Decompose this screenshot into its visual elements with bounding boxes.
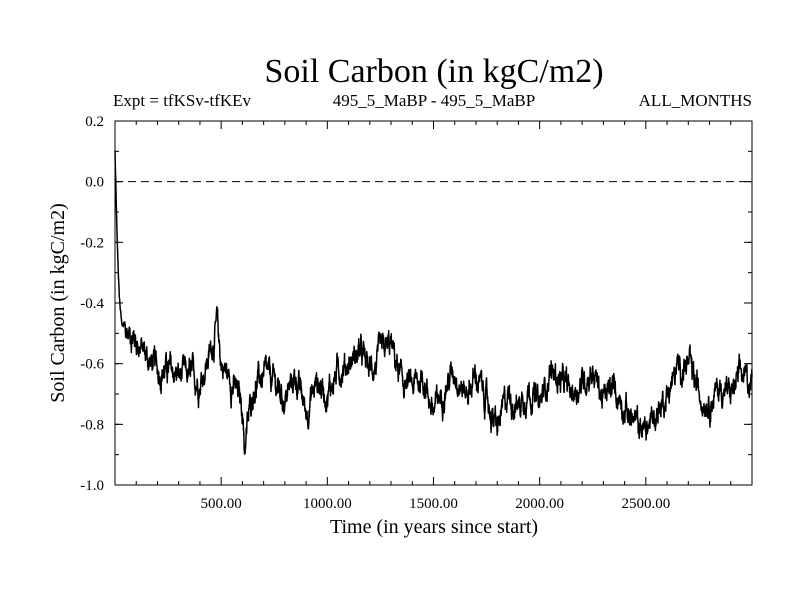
subtitle-months: ALL_MONTHS [639,91,752,110]
chart-title: Soil Carbon (in kgC/m2) [264,53,603,90]
series-line [114,150,753,455]
plot-frame [114,120,753,486]
y-tick-label: -0.6 [80,357,104,373]
x-tick-label: 1500.00 [409,496,458,512]
y-axis-label: Soil Carbon (in kgC/m2) [47,203,69,402]
x-tick-label: 500.00 [201,496,242,512]
x-axis-label: Time (in years since start) [330,516,538,538]
x-tick-label: 1000.00 [303,496,352,512]
y-tick-label: -1.0 [80,478,104,494]
series-layer [114,150,753,455]
subtitle-period: 495_5_MaBP - 495_5_MaBP [333,91,535,110]
y-tick-label: -0.4 [80,296,104,312]
y-tick-label: -0.8 [80,417,104,433]
y-tick-label: 0.0 [85,175,104,191]
axis-ticks: 0.2 0.0 -0.2 -0.4 -0.6 -0.8 -1.0 500.00 1000.00 1… [80,114,752,512]
x-tick-label: 2500.00 [621,496,670,512]
y-tick-label: 0.2 [85,114,104,130]
x-tick-label: 2000.00 [515,496,564,512]
subtitle-experiment: Expt = tfKSv-tfKEv [113,91,252,110]
y-tick-label: -0.2 [80,235,104,251]
